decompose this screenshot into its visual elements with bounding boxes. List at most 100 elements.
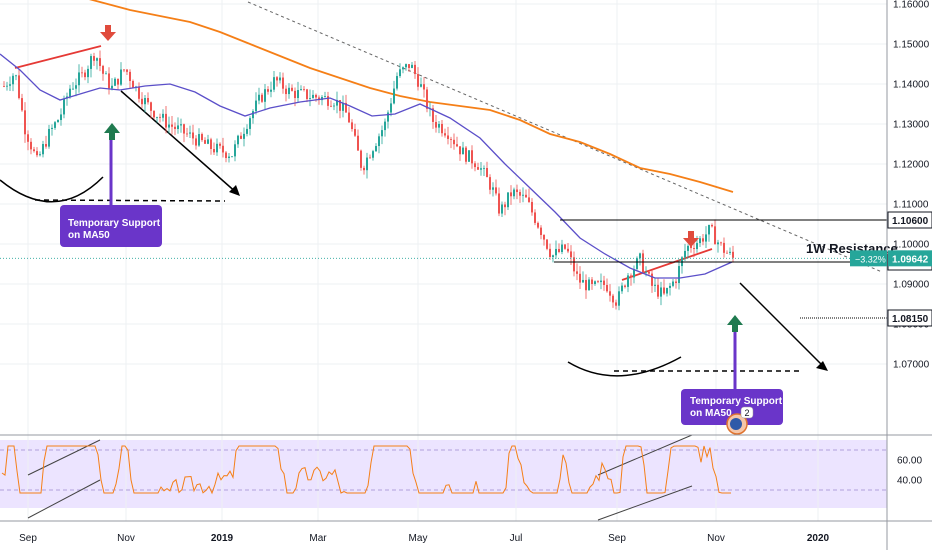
candle [519, 189, 521, 203]
candle [120, 62, 122, 86]
candle [384, 118, 386, 137]
candle [729, 247, 731, 256]
annotation-left: Temporary Support on MA50 [60, 140, 162, 247]
candle [111, 78, 113, 91]
candle [204, 137, 206, 144]
candle [177, 117, 179, 134]
candle [309, 89, 311, 107]
candle [555, 240, 557, 259]
candle [141, 92, 143, 109]
candle [72, 82, 74, 90]
candle [585, 274, 587, 299]
candle [726, 250, 728, 254]
candle [417, 67, 419, 91]
candle [540, 225, 542, 240]
candle [273, 70, 275, 93]
candle [144, 95, 146, 113]
candle [543, 234, 545, 246]
candle [192, 124, 194, 145]
y-tick-label: 1.09000 [893, 280, 930, 291]
candle [3, 81, 5, 88]
candle [567, 243, 569, 254]
candle [90, 53, 92, 78]
candle [336, 91, 338, 114]
candle [606, 278, 608, 293]
candle [39, 151, 41, 157]
candle [150, 101, 152, 119]
candle [360, 149, 362, 171]
candle [579, 266, 581, 289]
candle [693, 241, 695, 258]
candle [123, 69, 125, 73]
candle [633, 265, 635, 284]
candle [678, 259, 680, 290]
candle [258, 87, 260, 105]
candle [342, 95, 344, 118]
candle [414, 60, 416, 79]
candle [108, 67, 110, 95]
badge[interactable]: 2 [726, 406, 754, 435]
candle [138, 82, 140, 103]
candle [306, 88, 308, 103]
price-levels [0, 219, 887, 319]
candle [444, 128, 446, 138]
candle [405, 63, 407, 71]
ma50-path [0, 53, 733, 279]
candle [249, 116, 251, 136]
candle [195, 135, 197, 150]
candle [183, 123, 185, 143]
candle [96, 57, 98, 70]
annotation-right-line2: on MA50 [690, 408, 732, 419]
candle [351, 119, 353, 132]
candle [630, 273, 632, 286]
candle [153, 110, 155, 120]
candle [114, 77, 116, 87]
candle [9, 76, 11, 91]
candle [582, 271, 584, 283]
black-arrowhead-left [229, 185, 240, 196]
candle [687, 244, 689, 259]
candle [75, 78, 77, 97]
rsi-tick-label: 40.00 [897, 476, 922, 487]
candle [675, 278, 677, 289]
candle [393, 80, 395, 105]
candle [6, 81, 8, 91]
candle [732, 245, 734, 263]
candle [324, 91, 326, 98]
y-tick-label: 1.10000 [893, 240, 930, 251]
candle [723, 237, 725, 258]
candle [480, 162, 482, 176]
candle [132, 79, 134, 88]
x-tick-label: Sep [19, 533, 37, 544]
candle [549, 243, 551, 260]
candle [501, 201, 503, 217]
candle [705, 226, 707, 249]
rsi-tick-label: 60.00 [897, 456, 922, 467]
rsi-channel-line [27, 479, 101, 519]
candle [357, 129, 359, 151]
red-line-left [14, 45, 102, 69]
candle [507, 192, 509, 210]
candle [12, 73, 14, 92]
support-dashed-left [34, 199, 226, 202]
candle [438, 120, 440, 134]
candle [18, 69, 20, 100]
candle [594, 280, 596, 286]
candle [420, 77, 422, 88]
candle [126, 69, 128, 75]
candle [663, 279, 665, 296]
candle [372, 149, 374, 161]
svg-text:1.10600: 1.10600 [892, 216, 929, 227]
candle [99, 50, 101, 72]
candle [225, 151, 227, 163]
candle [312, 90, 314, 99]
candle [627, 273, 629, 293]
rsi-panel [0, 434, 887, 521]
annotation-left-line1: Temporary Support [68, 218, 161, 229]
candle [474, 161, 476, 172]
badge-count: 2 [744, 408, 749, 418]
candle [387, 110, 389, 129]
candle [624, 284, 626, 289]
candle [717, 239, 719, 253]
